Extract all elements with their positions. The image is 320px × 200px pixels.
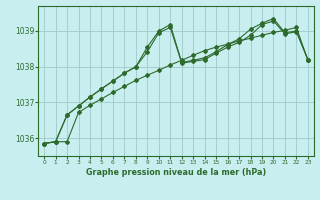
X-axis label: Graphe pression niveau de la mer (hPa): Graphe pression niveau de la mer (hPa) [86,168,266,177]
